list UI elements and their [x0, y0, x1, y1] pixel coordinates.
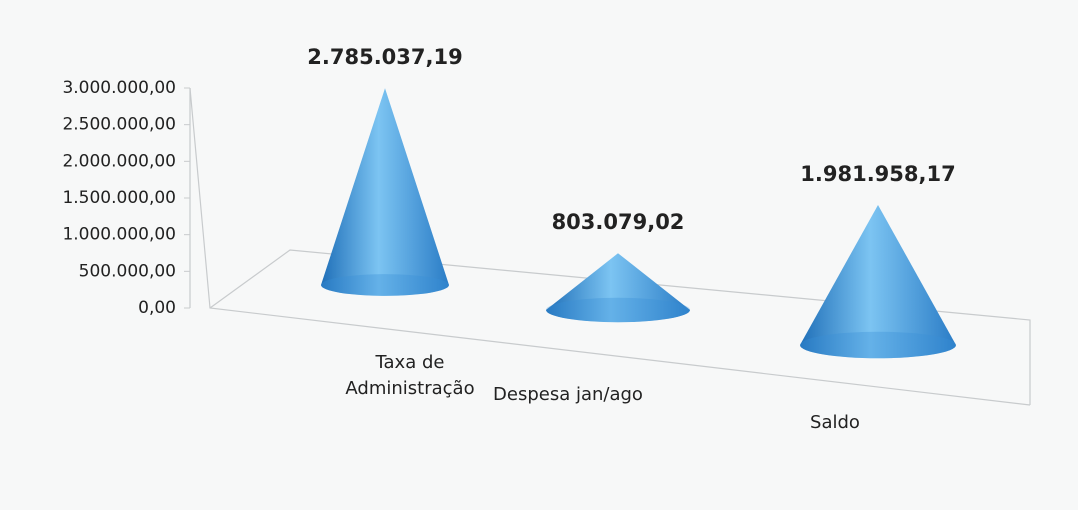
cone [546, 253, 690, 323]
cone-base [546, 297, 690, 323]
value-label: 2.785.037,19 [307, 45, 462, 69]
y-tick-label: 3.000.000,00 [62, 78, 176, 98]
y-tick-label: 1.500.000,00 [62, 188, 176, 208]
x-tick-label: Saldo [810, 412, 860, 433]
cone-body [321, 88, 449, 296]
value-label: 803.079,02 [552, 210, 685, 234]
y-tick-label: 500.000,00 [79, 261, 176, 281]
cone-base [321, 274, 449, 296]
cone-base [800, 331, 956, 359]
cone [800, 204, 956, 359]
y-tick-label: 1.000.000,00 [62, 225, 176, 245]
y-tick-label: 2.000.000,00 [62, 151, 176, 171]
cone-body [546, 253, 690, 323]
value-label: 1.981.958,17 [800, 162, 955, 186]
cone-body [800, 204, 956, 359]
cone [321, 88, 449, 296]
y-tick-label: 0,00 [138, 298, 176, 318]
x-tick-label: Taxa de Administração [345, 352, 475, 399]
x-tick-label: Despesa jan/ago [493, 384, 643, 405]
y-tick-label: 2.500.000,00 [62, 115, 176, 135]
